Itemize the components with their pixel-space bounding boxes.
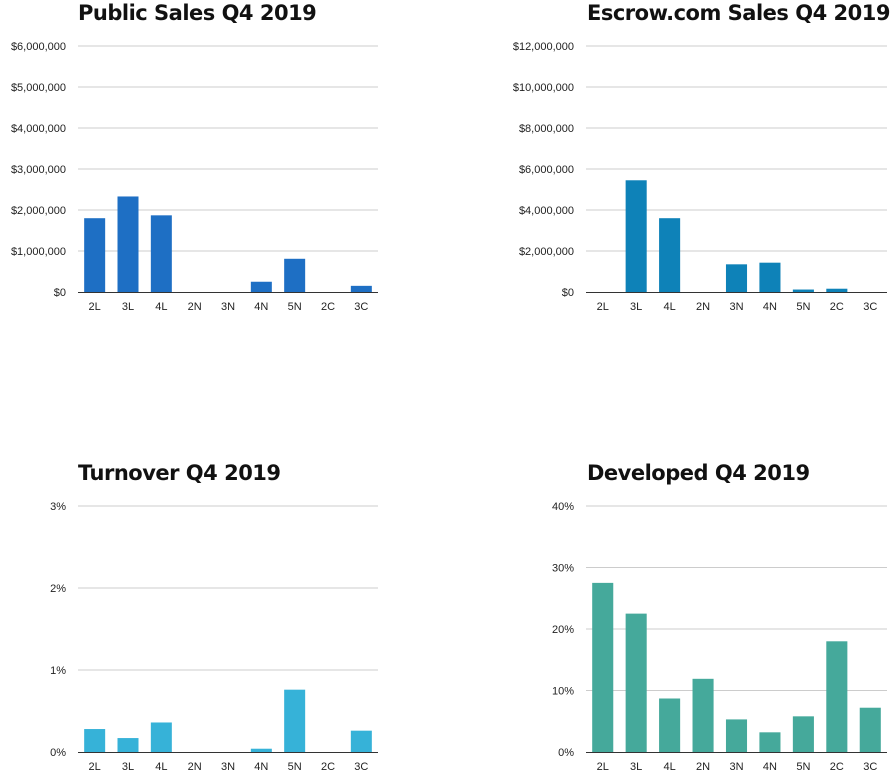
x-tick-label: 4N (254, 301, 268, 313)
bar-5n (792, 716, 814, 752)
x-tick-label: 5N (288, 301, 302, 313)
y-tick-label: $2,000,000 (519, 246, 574, 258)
bar-3l (117, 738, 139, 752)
bar-5n (792, 289, 814, 292)
x-tick-label: 5N (796, 761, 810, 773)
x-tick-label: 3C (354, 761, 368, 773)
x-tick-label: 3N (729, 301, 743, 313)
x-tick-label: 2C (830, 301, 844, 313)
x-tick-label: 2N (188, 301, 202, 313)
chart-plot: 0% 10% 20% 30% 40% 2L 3L 4L 2N 3N 4N 5N 2C 3C (552, 501, 887, 773)
bar-3n (725, 264, 748, 292)
bar-5n (284, 689, 306, 752)
bar-3c (350, 285, 372, 292)
bar-2l (592, 582, 614, 752)
bar-2l (84, 729, 106, 752)
x-tick-label: 2N (188, 761, 202, 773)
x-tick-label: 2L (597, 301, 609, 313)
bar-3l (625, 613, 647, 752)
x-tick-label: 3L (630, 301, 642, 313)
bar-2l (84, 218, 106, 292)
x-tick-label: 2N (696, 301, 710, 313)
chart-plot: 0% 1% 2% 3% 2L 3L 4L 2N 3N 4N 5N 2C 3C (50, 501, 378, 773)
y-tick-label: $10,000,000 (513, 82, 574, 94)
chart-public-sales: Public Sales Q4 2019 $0 $1,000,000 $2,000,… (0, 0, 445, 330)
y-tick-label: $8,000,000 (519, 123, 574, 135)
bar-3c (859, 707, 881, 752)
x-tick-label: 4L (155, 301, 167, 313)
y-tick-label: $0 (562, 287, 574, 299)
x-tick-label: 2C (321, 301, 335, 313)
chart-title: Developed Q4 2019 (587, 461, 810, 485)
bar-3l (117, 196, 139, 292)
chart-title: Turnover Q4 2019 (78, 461, 281, 485)
x-tick-label: 3N (729, 761, 743, 773)
y-tick-label: $6,000,000 (519, 164, 574, 176)
x-tick-label: 4L (155, 761, 167, 773)
x-tick-label: 2C (321, 761, 335, 773)
y-tick-label: $5,000,000 (11, 82, 66, 94)
y-tick-label: 0% (558, 747, 574, 759)
bar-2c (826, 641, 848, 752)
x-tick-label: 4N (763, 301, 777, 313)
chart-developed: Developed Q4 2019 0% 10% 20% 30% 40% 2L 3L 4L 2N… (445, 455, 891, 774)
chart-title: Public Sales Q4 2019 (78, 1, 317, 25)
x-tick-label: 5N (796, 301, 810, 313)
y-tick-label: $0 (54, 287, 66, 299)
x-tick-label: 5N (288, 761, 302, 773)
bar-5n (284, 258, 306, 292)
x-tick-label: 4L (663, 761, 675, 773)
chart-turnover: Turnover Q4 2019 0% 1% 2% 3% 2L 3L 4L 2N 3N 4N 5N 2… (0, 455, 445, 774)
bar-4n (759, 262, 781, 292)
bar-2c (826, 288, 848, 292)
y-tick-label: $6,000,000 (11, 41, 66, 53)
y-tick-label: $4,000,000 (11, 123, 66, 135)
x-tick-label: 4L (663, 301, 675, 313)
x-tick-label: 3L (122, 301, 134, 313)
y-tick-label: 10% (552, 686, 574, 698)
y-tick-label: 0% (50, 747, 66, 759)
chart-plot: $0 $2,000,000 $4,000,000 $6,000,000 $8,000,0… (513, 41, 887, 313)
bar-4n (250, 748, 272, 752)
x-tick-label: 4N (763, 761, 777, 773)
chart-plot: $0 $1,000,000 $2,000,000 $3,000,000 $4,000,0… (11, 41, 378, 313)
y-tick-label: $12,000,000 (513, 41, 574, 53)
y-tick-label: $3,000,000 (11, 164, 66, 176)
x-tick-label: 2C (830, 761, 844, 773)
x-tick-label: 2N (696, 761, 710, 773)
x-tick-label: 3C (863, 301, 877, 313)
x-tick-label: 3C (354, 301, 368, 313)
x-tick-label: 3L (630, 761, 642, 773)
x-tick-label: 2L (597, 761, 609, 773)
y-tick-label: 20% (552, 624, 574, 636)
bar-4l (659, 218, 681, 292)
x-tick-label: 4N (254, 761, 268, 773)
bar-4n (759, 732, 781, 752)
bar-4n (250, 281, 272, 292)
y-tick-label: 1% (50, 665, 66, 677)
x-tick-label: 3L (122, 761, 134, 773)
y-tick-label: $4,000,000 (519, 205, 574, 217)
chart-escrow-sales: Escrow.com Sales Q4 2019 $0 $2,000,000 $4,… (445, 0, 891, 330)
y-tick-label: 30% (552, 563, 574, 575)
y-tick-label: 3% (50, 501, 66, 513)
bar-4l (659, 698, 681, 752)
chart-title: Escrow.com Sales Q4 2019 (587, 1, 890, 25)
x-tick-label: 2L (89, 761, 101, 773)
bar-4l (150, 215, 172, 292)
y-tick-label: $2,000,000 (11, 205, 66, 217)
bar-3n (725, 719, 748, 752)
y-tick-label: 2% (50, 583, 66, 595)
y-tick-label: $1,000,000 (11, 246, 66, 258)
x-tick-label: 3N (221, 761, 235, 773)
bar-3l (625, 180, 647, 292)
x-tick-label: 2L (89, 301, 101, 313)
y-tick-label: 40% (552, 501, 574, 513)
x-tick-label: 3C (863, 761, 877, 773)
bar-2n (692, 678, 714, 752)
bar-4l (150, 722, 172, 752)
bar-3c (350, 730, 372, 752)
x-tick-label: 3N (221, 301, 235, 313)
